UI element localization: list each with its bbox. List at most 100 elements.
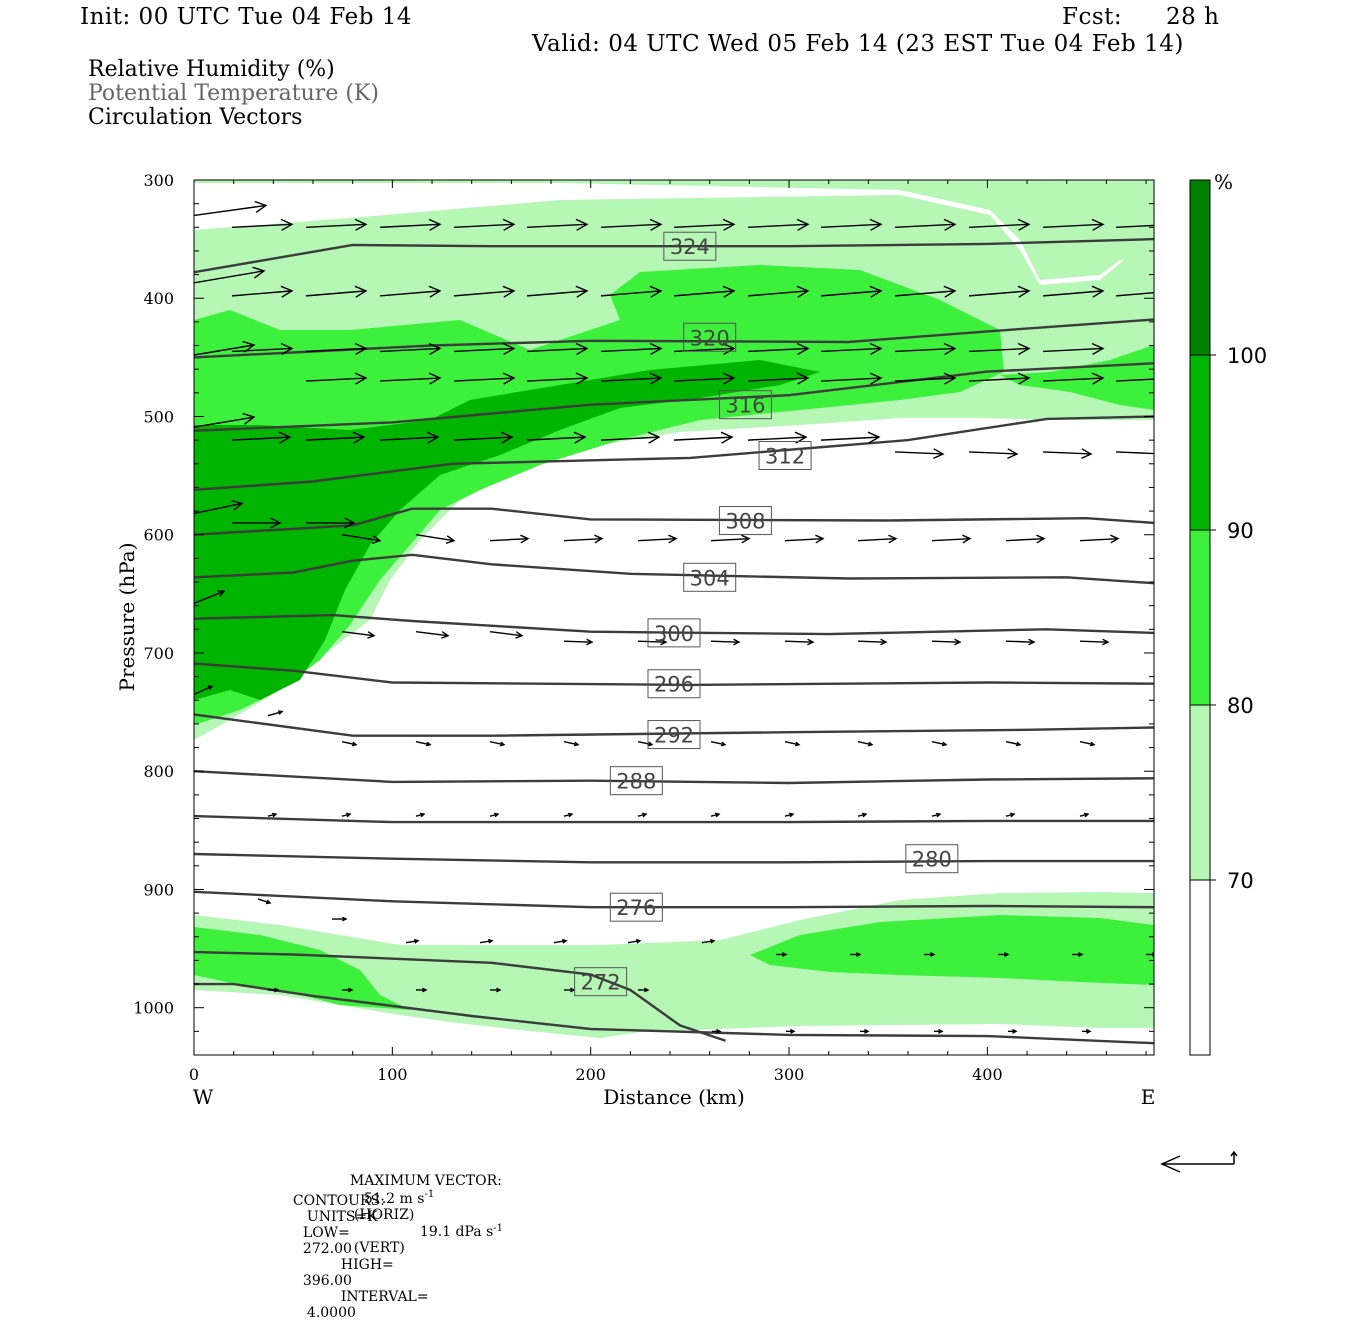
vector-head [1012, 1028, 1018, 1034]
vector-head [1091, 342, 1105, 356]
vector-head [371, 535, 382, 544]
vector-head [649, 285, 663, 298]
theta-contour-316 [194, 362, 1154, 432]
theta-label: 280 [912, 848, 952, 872]
vector-head [426, 431, 440, 444]
theta-label-box [647, 720, 701, 750]
theta-contour-280 [194, 852, 1154, 864]
vector-shaft [1115, 224, 1154, 228]
vector-shaft [747, 377, 809, 382]
vector-shaft [305, 290, 367, 297]
vector-shaft [673, 377, 735, 382]
vector-head [733, 638, 741, 646]
vector-head [271, 812, 278, 818]
vector-shaft [257, 898, 271, 904]
vector-shaft [710, 537, 750, 542]
colorbar-segment [1190, 705, 1210, 880]
vector-shaft [231, 436, 291, 441]
colorbar-label: 100 [1227, 344, 1267, 368]
theta-label: 320 [690, 326, 730, 350]
vector-shaft [415, 534, 455, 542]
vector-shaft [1155, 547, 1193, 551]
theta-label: 288 [616, 770, 656, 794]
theta-label-box [609, 892, 663, 922]
vector-shaft [526, 436, 586, 441]
theta-contour-300 [194, 613, 1154, 636]
vector-head [502, 372, 516, 385]
theta-label-box [647, 669, 701, 699]
y-tick-label: 800 [143, 762, 174, 781]
vector-shaft [784, 537, 824, 542]
contours-interval-label: INTERVAL= [340, 1289, 429, 1305]
x-tick-label: 100 [377, 1065, 408, 1084]
vector-shaft [479, 939, 493, 944]
vector-head [242, 412, 256, 425]
vector-head [1165, 286, 1176, 297]
vector-shaft [820, 436, 880, 441]
vector-shaft [453, 223, 515, 228]
theta-contour-268 [194, 982, 1154, 1045]
vector-shaft [379, 377, 441, 382]
theta-contour-288 [194, 770, 1154, 785]
vector-head [1036, 534, 1046, 544]
vector-shaft [784, 640, 814, 643]
rh-90-region [194, 360, 820, 700]
vector-shaft [563, 740, 579, 746]
y-tick-label: 700 [143, 644, 174, 663]
vector-head [1154, 449, 1164, 459]
vector-head [722, 285, 736, 298]
vector-head [1110, 534, 1120, 544]
vector-head [1089, 741, 1096, 747]
vector-head [861, 812, 868, 818]
vector-head [933, 448, 945, 460]
theta-label: 324 [670, 235, 710, 259]
vector-head [277, 710, 284, 715]
vector-shaft [1042, 347, 1104, 353]
vector-shaft [710, 740, 726, 746]
theta-label: 272 [581, 971, 621, 995]
theta-label-box [718, 390, 772, 420]
vector-head [869, 285, 883, 298]
theta-label-box [574, 967, 628, 997]
y-tick-label: 400 [143, 289, 174, 308]
vector-head [354, 285, 368, 298]
vector-shaft [600, 347, 662, 353]
vector-head [428, 342, 442, 356]
x-axis-label: Distance (km) [603, 1085, 745, 1109]
contours-low-label: LOW= [302, 1225, 350, 1241]
vector-head [720, 741, 727, 747]
vector-head [594, 534, 604, 544]
vector-head [575, 372, 589, 385]
vector-head [573, 741, 580, 747]
x-tick-label: 400 [972, 1065, 1003, 1084]
vector-shaft [1005, 740, 1021, 746]
vector-head [573, 431, 587, 444]
theta-contour-276 [194, 890, 1154, 909]
vector-shaft [673, 436, 733, 441]
vector-head [254, 200, 268, 213]
theta-label: 316 [725, 394, 765, 418]
theta-contour-304 [194, 553, 1154, 585]
vector-shaft [931, 740, 947, 746]
vector-shaft [526, 290, 588, 297]
vector-head [425, 741, 432, 747]
vector-head [242, 340, 256, 353]
valid-time: Valid: 04 UTC Wed 05 Feb 14 (23 EST Tue … [532, 31, 1184, 57]
theta-contour-308 [194, 507, 1154, 536]
vector-head [867, 741, 874, 747]
y-tick-label: 300 [143, 171, 174, 190]
vector-shaft [627, 939, 641, 944]
theta-contour-284 [194, 814, 1154, 824]
circulation-vectors [194, 200, 1193, 1034]
vector-head [274, 987, 280, 993]
rh-shading [194, 180, 1154, 1038]
vector-shaft [894, 377, 956, 382]
vector-shaft [267, 710, 283, 717]
vector-head [943, 342, 957, 356]
vector-shaft [453, 347, 515, 353]
vector-head [252, 266, 266, 279]
vector-shaft [194, 416, 255, 428]
vector-shaft [747, 347, 809, 353]
contours-label: CONTOURS: [292, 1193, 385, 1209]
vector-head [487, 938, 494, 944]
